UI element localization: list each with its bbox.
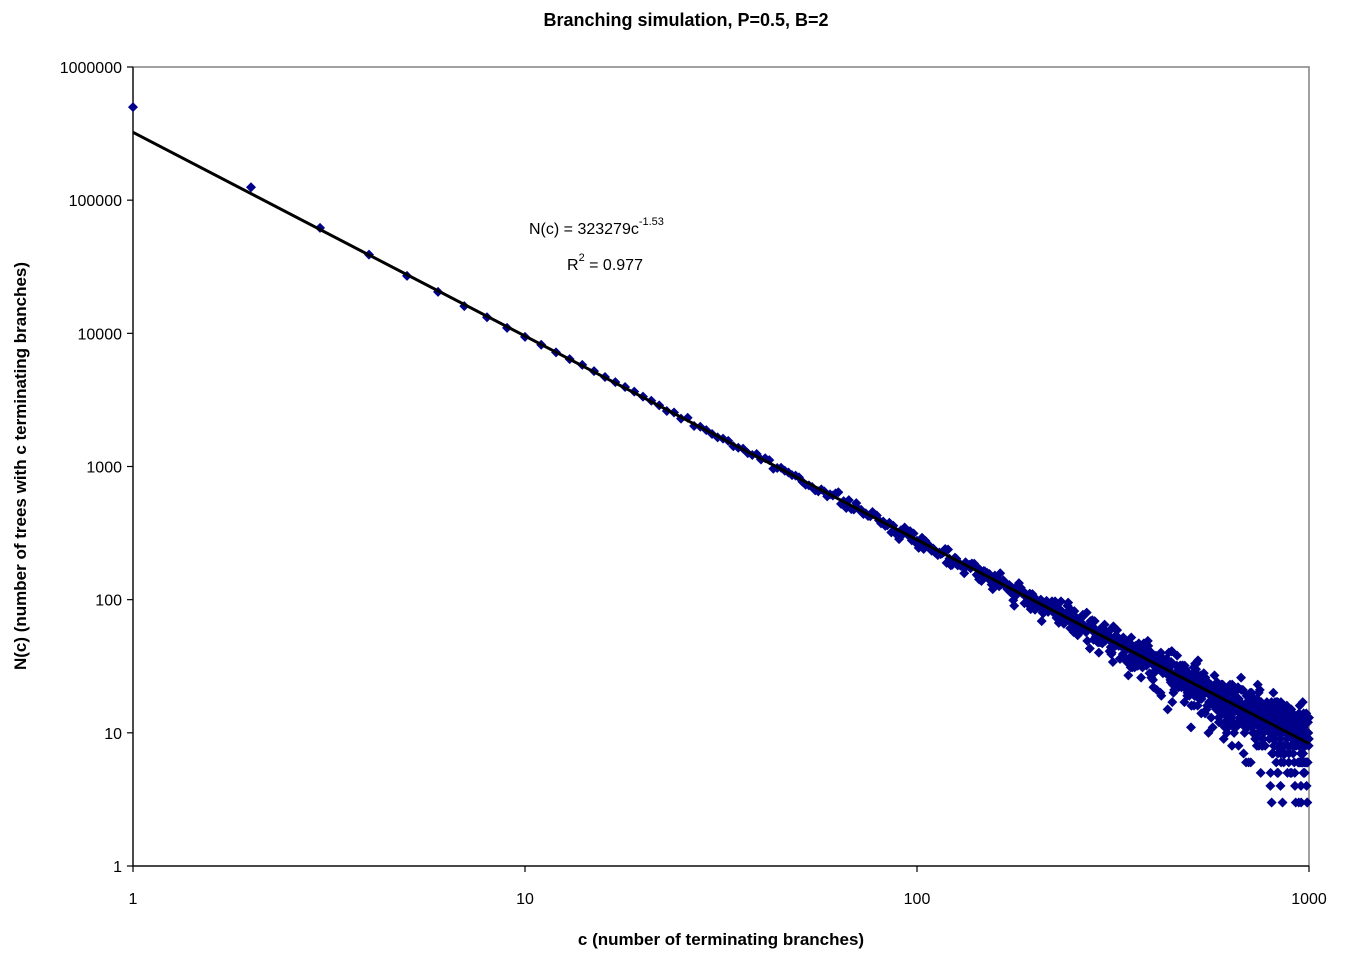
y-axis: 1 10 100 1000 10000 100000 1000000 — [60, 60, 134, 876]
data-point — [1301, 780, 1312, 791]
data-point — [1268, 687, 1279, 698]
trendline-exponent: -1.53 — [639, 216, 664, 228]
data-point — [1303, 727, 1314, 738]
data-point — [1148, 674, 1159, 685]
data-point — [246, 182, 257, 193]
data-point — [1246, 687, 1257, 698]
y-tick-label: 1 — [113, 859, 122, 876]
y-tick-label: 100 — [95, 593, 122, 610]
trendline-equation: N(c) = 323279c-1.53 — [529, 216, 664, 238]
data-point — [1167, 697, 1178, 708]
data-point — [1172, 650, 1183, 661]
data-point — [1238, 748, 1249, 759]
y-tick-label: 1000000 — [60, 60, 122, 77]
data-point — [1302, 797, 1313, 808]
data-point — [1254, 684, 1265, 695]
data-point — [1107, 657, 1118, 668]
data-point — [1036, 616, 1047, 627]
x-tick-label: 10 — [516, 891, 534, 908]
data-point — [1278, 757, 1289, 768]
data-point — [1056, 596, 1067, 607]
data-point — [1136, 672, 1147, 683]
data-point — [1295, 780, 1306, 791]
data-point — [1260, 740, 1271, 751]
y-tick-label: 1000 — [86, 460, 122, 477]
data-point — [1226, 740, 1237, 751]
data-point — [1288, 748, 1299, 759]
data-point — [1126, 632, 1137, 643]
trendline-r-squared: R2 = 0.977 — [567, 252, 643, 274]
y-tick-label: 10 — [104, 726, 122, 743]
data-point — [1089, 616, 1100, 627]
y-tick-label: 100000 — [69, 193, 122, 210]
data-point — [1162, 704, 1173, 715]
data-point — [1289, 780, 1300, 791]
data-point — [1093, 647, 1104, 658]
data-point — [1245, 757, 1256, 768]
data-point — [1207, 722, 1218, 733]
data-point — [1112, 625, 1123, 636]
data-point — [1233, 740, 1244, 751]
y-tick-label: 10000 — [78, 326, 123, 343]
data-point — [1273, 767, 1284, 778]
data-point — [1296, 797, 1307, 808]
data-point — [1297, 697, 1308, 708]
data-point — [1265, 767, 1276, 778]
data-point — [1193, 655, 1204, 666]
r-squared-r: R — [567, 257, 579, 274]
data-point — [943, 544, 954, 555]
x-axis: 1 10 100 1000 — [129, 865, 1327, 908]
data-point — [1185, 722, 1196, 733]
data-point — [1266, 797, 1277, 808]
data-point — [1156, 690, 1167, 701]
plot-area-frame — [132, 66, 1310, 867]
data-point — [1304, 712, 1314, 723]
data-point — [833, 487, 844, 498]
data-point — [1081, 607, 1092, 618]
data-point — [1063, 597, 1074, 608]
data-point — [1206, 712, 1217, 723]
x-tick-label: 100 — [904, 891, 931, 908]
data-point — [1099, 619, 1110, 630]
data-point — [1277, 797, 1288, 808]
x-tick-label: 1000 — [1291, 891, 1327, 908]
data-point — [1283, 757, 1294, 768]
data-point — [1289, 767, 1300, 778]
data-point — [1123, 670, 1134, 681]
r-squared-exponent: 2 — [579, 252, 585, 264]
data-point — [995, 568, 1006, 579]
data-point — [1275, 780, 1286, 791]
chart-title: Branching simulation, P=0.5, B=2 — [543, 10, 828, 30]
data-point — [1009, 600, 1020, 611]
x-axis-label: c (number of terminating branches) — [578, 930, 864, 949]
x-tick-label: 1 — [129, 891, 138, 908]
data-point — [1299, 767, 1310, 778]
r-squared-value: = 0.977 — [585, 257, 643, 274]
data-point — [1155, 647, 1166, 658]
data-point — [1298, 748, 1309, 759]
data-point — [1302, 757, 1313, 768]
power-trendline — [132, 130, 1310, 745]
data-point — [1255, 767, 1266, 778]
data-point — [1236, 672, 1247, 683]
data-point — [128, 102, 138, 113]
trendline-equation-text: N(c) = 323279c — [529, 221, 639, 238]
y-axis-label: N(c) (number of trees with c terminating… — [11, 262, 30, 670]
data-point — [1265, 780, 1276, 791]
data-point — [1084, 643, 1095, 654]
scatter-points — [128, 102, 1314, 808]
